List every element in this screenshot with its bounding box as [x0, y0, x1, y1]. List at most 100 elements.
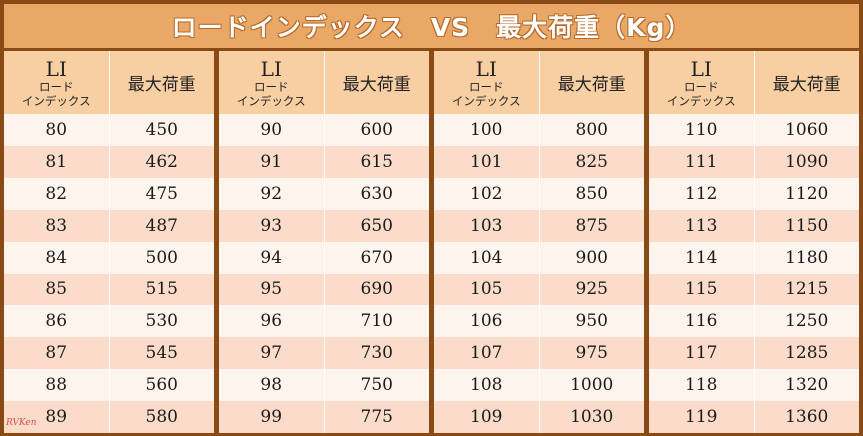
table-row: 95 690	[219, 273, 429, 306]
table-row: 101 825	[434, 145, 644, 178]
load-index-cell: 100	[470, 119, 503, 140]
header-load-index: LI ロード インデックス	[4, 51, 109, 114]
max-load-cell: 615	[323, 145, 430, 178]
max-load-cell: 1250	[753, 305, 860, 338]
max-load-cell: 475	[108, 177, 215, 210]
header-load-index: LI ロード インデックス	[219, 51, 324, 114]
load-index-cell: 117	[685, 343, 718, 364]
table-row: 107 975	[434, 337, 644, 370]
page-title: ロードインデックス VS 最大荷重（Kg）	[171, 13, 692, 42]
table-row: 109 1030	[434, 401, 644, 434]
table-row: 118 1320	[649, 369, 860, 402]
max-load-cell: 730	[323, 337, 430, 370]
table-row: 112 1120	[649, 177, 859, 210]
load-index-cell: 89	[45, 407, 68, 428]
load-index-cell: 83	[45, 215, 68, 236]
table-row: 80 450	[4, 114, 214, 146]
max-load-cell: 545	[108, 337, 215, 370]
load-index-cell: 93	[260, 215, 283, 236]
load-index-cell: 88	[45, 375, 68, 396]
table-row: 115 1215	[649, 273, 859, 306]
load-index-cell: 112	[685, 183, 718, 204]
load-index-cell: 103	[470, 215, 503, 236]
watermark: RVKen	[6, 418, 37, 428]
table-row: 81 462	[4, 145, 215, 178]
table-row: 96 710	[219, 305, 429, 338]
header-max-load-label: 最大荷重	[342, 75, 411, 95]
max-load-cell: 1090	[753, 145, 860, 178]
table-row: 90 600	[219, 114, 429, 146]
header-max-load: 最大荷重	[538, 51, 645, 114]
load-index-cell: 113	[685, 215, 718, 236]
table-group: LI ロード インデックス 最大荷重 80 450 81 462 82 475 83 487 84 500…	[4, 51, 215, 434]
max-load-cell: 800	[538, 114, 645, 146]
table-row: 114 1180	[649, 241, 859, 274]
max-load-cell: 650	[323, 209, 430, 242]
max-load-cell: 750	[323, 369, 430, 402]
load-index-cell: 90	[260, 119, 283, 140]
load-index-cell: 104	[470, 247, 503, 268]
load-index-cell: 115	[685, 279, 718, 300]
header-row: LI ロード インデックス 最大荷重	[434, 51, 644, 114]
table-row: 82 475	[4, 177, 215, 210]
load-index-cell: 111	[685, 151, 718, 172]
table-row: 103 875	[434, 209, 644, 242]
header-li-sub1: ロード	[684, 79, 719, 94]
max-load-cell: 560	[108, 369, 215, 402]
table-row: 108 1000	[434, 369, 644, 402]
table-groups: LI ロード インデックス 最大荷重 80 450 81 462 82 475 83 487 84 500…	[4, 51, 860, 434]
table-row: 105 925	[434, 273, 645, 306]
load-index-cell: 106	[470, 311, 503, 332]
max-load-cell: 600	[323, 114, 430, 146]
table-row: 92 630	[219, 177, 430, 210]
header-max-load-label: 最大荷重	[557, 75, 626, 95]
load-index-cell: 97	[260, 343, 283, 364]
max-load-cell: 850	[538, 177, 645, 210]
load-index-cell: 82	[45, 183, 68, 204]
load-index-cell: 92	[260, 183, 283, 204]
header-row: LI ロード インデックス 最大荷重	[219, 51, 429, 114]
load-index-cell: 86	[45, 311, 68, 332]
table-row: 110 1060	[649, 114, 859, 146]
max-load-cell: 515	[108, 273, 215, 306]
table-body: 80 450 81 462 82 475 83 487 84 500 85 515 86 530 87 545…	[4, 114, 215, 434]
load-index-cell: 107	[470, 343, 503, 364]
table-row: 89 580	[4, 401, 214, 434]
load-index-cell: 95	[260, 279, 283, 300]
header-li-sub1: ロード	[469, 79, 504, 94]
header-li-sub2: インデックス	[21, 93, 91, 108]
header-load-index: LI ロード インデックス	[649, 51, 754, 114]
load-index-cell: 96	[260, 311, 283, 332]
table-body: 90 600 91 615 92 630 93 650 94 670 95 690 96 710 97 730…	[219, 114, 430, 434]
table-row: 111 1090	[649, 145, 860, 178]
load-index-cell: 84	[45, 247, 68, 268]
table-row: 119 1360	[649, 401, 859, 434]
header-li-label: LI	[690, 56, 712, 81]
table-row: 94 670	[219, 241, 429, 274]
header-max-load-label: 最大荷重	[127, 75, 196, 95]
load-index-cell: 102	[470, 183, 503, 204]
load-index-cell: 98	[260, 375, 283, 396]
load-index-cell: 85	[45, 279, 68, 300]
header-load-index: LI ロード インデックス	[434, 51, 539, 114]
max-load-cell: 925	[538, 273, 645, 306]
table-row: 102 850	[434, 177, 645, 210]
load-index-cell: 80	[45, 119, 68, 140]
table-row: 93 650	[219, 209, 430, 242]
table-row: 87 545	[4, 337, 215, 370]
max-load-cell: 462	[108, 145, 215, 178]
table-body: 100 800 101 825 102 850 103 875 104 900 105 925 106 9…	[434, 114, 645, 434]
header-max-load-label: 最大荷重	[772, 75, 841, 95]
load-index-cell: 94	[260, 247, 283, 268]
header-li-label: LI	[475, 56, 497, 81]
max-load-cell: 1060	[753, 114, 860, 146]
max-load-cell: 630	[323, 177, 430, 210]
max-load-cell: 775	[323, 401, 430, 434]
load-index-cell: 116	[685, 311, 718, 332]
table-row: 83 487	[4, 209, 214, 242]
table-group: LI ロード インデックス 最大荷重 100 800 101 825 102 850 103 875 1…	[434, 51, 645, 434]
header-li-sub2: インデックス	[236, 93, 306, 108]
table-row: 100 800	[434, 114, 644, 146]
max-load-cell: 1320	[753, 369, 860, 402]
